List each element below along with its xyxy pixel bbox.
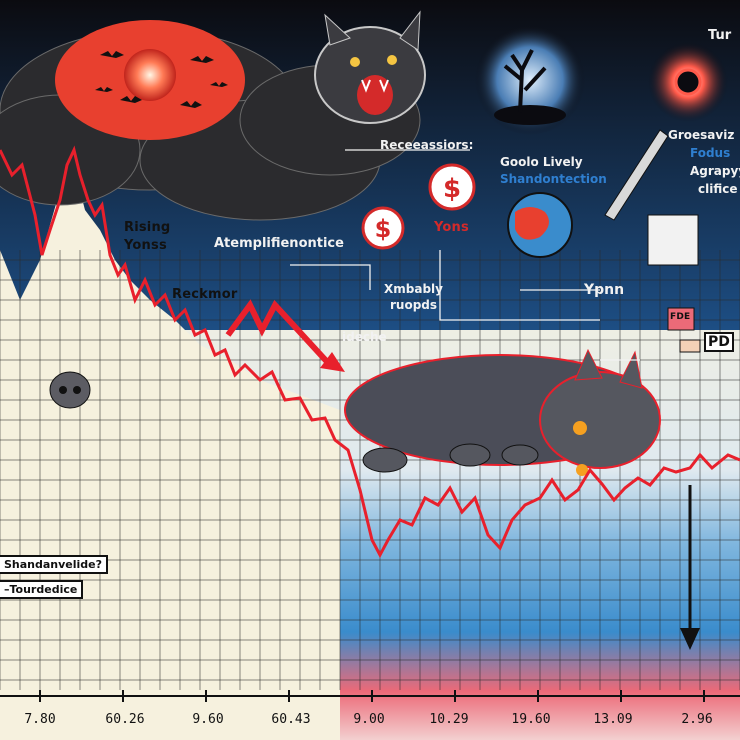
x-tick-label: 60.43: [271, 712, 311, 727]
yonss-label: Yonss: [124, 238, 167, 253]
reckmor-label: Reckmor: [172, 287, 238, 302]
x-tick-label: 10.29: [429, 712, 469, 727]
x-tick-label: 7.80: [24, 712, 56, 727]
ruopds-label: ruopds: [390, 298, 438, 312]
pd-label: PD: [704, 332, 734, 352]
svg-text:$: $: [375, 215, 392, 243]
x-tick-label: 19.60: [511, 712, 551, 727]
goolo-label: Goolo Lively: [500, 155, 583, 169]
x-tick-label: 2.96: [681, 712, 713, 727]
fodus-label: Fodus: [690, 146, 731, 160]
atemp-label: Atemplifienontice: [214, 236, 344, 251]
svg-text:$: $: [443, 174, 461, 204]
fde-label: FDE: [670, 312, 691, 322]
groesa-label: Groesaviz: [668, 128, 735, 142]
tourdedice-box: –Tourdedice: [0, 580, 84, 599]
x-tick-label: 9.60: [192, 712, 224, 727]
x-tick-label: 13.09: [593, 712, 633, 727]
ofiice-label: clifice: [698, 182, 738, 196]
ypnn-label: Ypnn: [584, 282, 625, 298]
tun-label: Tur: [708, 28, 732, 43]
agrapy-label: Agrapyy: [690, 164, 740, 178]
xmbably-label: Xmbably: [384, 282, 443, 296]
ideche-label: ideche: [342, 330, 387, 344]
shandon-label: Shandontection: [500, 172, 607, 186]
yons-label: Yons: [434, 220, 469, 235]
rising-label: Rising: [124, 220, 171, 235]
shandan-box: Shandanvelide?: [0, 555, 109, 574]
recessions-label: Receeassiors:: [380, 138, 474, 152]
x-tick-label: 9.00: [353, 712, 385, 727]
x-tick-label: 60.26: [105, 712, 145, 727]
